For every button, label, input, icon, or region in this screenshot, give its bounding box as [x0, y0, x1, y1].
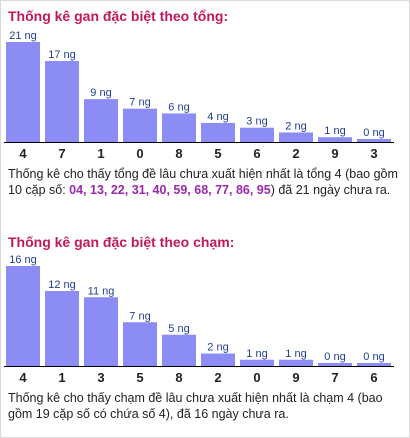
- sum-category-label: 4: [19, 146, 27, 161]
- touch-category-label: 3: [97, 370, 104, 385]
- touch-value-label: 11 ng: [88, 285, 115, 297]
- touch-value-label: 16 ng: [9, 254, 37, 266]
- sum-value-label: 4 ng: [207, 111, 228, 123]
- touch-gan-chart-svg: 16 ng 4 12 ng 1 11 ng 3 7 ng 5 5 ng 8 2 ng 2 1 ng 0 1 …: [4, 254, 394, 385]
- touch-bar-6: [357, 363, 391, 366]
- touch-gan-chart: 16 ng 4 12 ng 1 11 ng 3 7 ng 5 5 ng 8 2 ng 2 1 ng 0 1 …: [4, 252, 404, 387]
- touch-value-label: 1 ng: [246, 348, 267, 360]
- sum-category-label: 0: [136, 146, 143, 161]
- sum-description-text: Thống kê cho thấy tổng đề lâu chưa xuất …: [8, 167, 398, 197]
- sum-value-label: 3 ng: [246, 116, 267, 128]
- section-title-sum: Thống kê gan đặc biệt theo tổng:: [8, 8, 229, 24]
- sum-category-label: 5: [214, 146, 221, 161]
- sum-value-label: 17 ng: [48, 49, 76, 61]
- touch-value-label: 12 ng: [48, 279, 76, 291]
- sum-category-label: 1: [97, 146, 104, 161]
- touch-description: Thống kê cho thấy chạm đề lâu chưa xuất …: [8, 391, 383, 421]
- sum-bar-8: [162, 113, 196, 142]
- touch-category-label: 9: [292, 370, 299, 385]
- sum-value-label: 9 ng: [90, 87, 111, 99]
- touch-bar-8: [162, 334, 196, 366]
- touch-value-label: 5 ng: [168, 323, 189, 335]
- sum-bar-4: [6, 42, 40, 142]
- sum-value-label: 21 ng: [9, 30, 37, 42]
- sum-value-label: 0 ng: [363, 127, 384, 139]
- sum-value-label: 6 ng: [168, 101, 189, 113]
- sum-value-label: 7 ng: [129, 97, 150, 109]
- touch-category-label: 7: [331, 370, 338, 385]
- touch-category-label: 2: [214, 370, 221, 385]
- touch-bar-7: [318, 363, 352, 366]
- touch-value-label: 2 ng: [207, 342, 228, 354]
- section-title-touch: Thống kê gan đặc biệt theo chạm:: [8, 234, 235, 250]
- sum-bar-2: [279, 132, 313, 142]
- touch-bar-9: [279, 359, 313, 366]
- touch-bar-0: [240, 359, 274, 366]
- sum-value-label: 2 ng: [285, 120, 306, 132]
- touch-category-label: 6: [370, 370, 377, 385]
- touch-value-label: 1 ng: [285, 348, 306, 360]
- sum-bar-6: [240, 127, 274, 142]
- touch-value-label: 7 ng: [129, 310, 150, 322]
- touch-bar-1: [45, 291, 79, 366]
- touch-bar-4: [6, 266, 40, 366]
- sum-gan-chart: 21 ng 4 17 ng 7 9 ng 1 7 ng 0 6 ng 8 4 ng 5 3 ng 6 2 n…: [4, 28, 404, 163]
- sum-description-tail: ) đã 21 ngày chưa ra.: [270, 183, 391, 197]
- touch-category-label: 8: [175, 370, 182, 385]
- sum-category-label: 2: [292, 146, 299, 161]
- touch-value-label: 0 ng: [363, 351, 384, 363]
- touch-category-label: 4: [19, 370, 27, 385]
- sum-bar-0: [123, 108, 157, 142]
- sum-bar-1: [84, 99, 118, 142]
- touch-category-label: 1: [58, 370, 65, 385]
- sum-category-label: 8: [175, 146, 182, 161]
- sum-description-pairs: 04, 13, 22, 31, 40, 59, 68, 77, 86, 95: [69, 183, 271, 197]
- touch-bar-3: [84, 297, 118, 366]
- touch-bar-5: [123, 322, 157, 366]
- sum-bar-5: [201, 122, 235, 142]
- touch-value-label: 0 ng: [324, 351, 345, 363]
- sum-category-label: 7: [58, 146, 65, 161]
- sum-value-label: 1 ng: [324, 125, 345, 137]
- sum-category-label: 6: [253, 146, 260, 161]
- sum-category-label: 3: [370, 146, 377, 161]
- sum-bar-9: [318, 137, 352, 142]
- sum-category-label: 9: [331, 146, 338, 161]
- touch-bar-2: [201, 353, 235, 366]
- sum-bar-7: [45, 61, 79, 142]
- touch-category-label: 5: [136, 370, 143, 385]
- sum-bar-3: [357, 139, 391, 142]
- sum-description: Thống kê cho thấy tổng đề lâu chưa xuất …: [8, 166, 404, 198]
- touch-category-label: 0: [253, 370, 260, 385]
